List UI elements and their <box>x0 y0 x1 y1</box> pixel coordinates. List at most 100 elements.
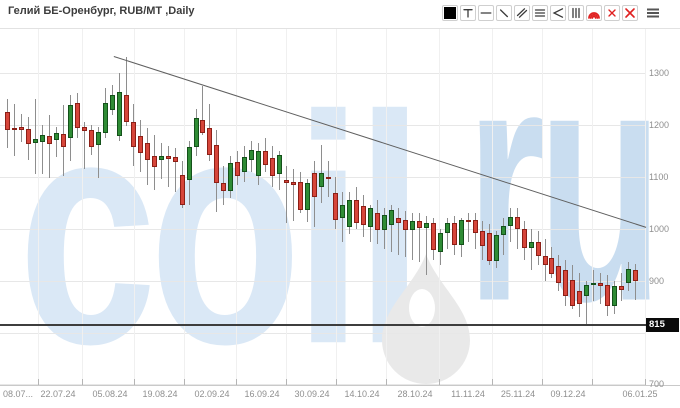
x-axis-tick <box>134 379 135 385</box>
tool-delete-drawing-button[interactable] <box>604 5 620 21</box>
x-axis-label: 28.10.24 <box>397 389 433 399</box>
tool-horizontal-line-tool-button[interactable] <box>478 5 494 21</box>
candle-body <box>298 181 304 210</box>
plot-area[interactable]: coil ru 815 130012001100100090070008.07.… <box>0 14 680 408</box>
candle-body <box>423 222 429 229</box>
x-axis-label: 08.07... <box>2 389 34 399</box>
candle-body <box>123 94 129 123</box>
candle-body <box>591 283 597 286</box>
x-axis-label: 05.08.24 <box>92 389 128 399</box>
watermark-text-right: ru <box>466 0 663 373</box>
tool-fib-arcs-tool-button[interactable] <box>586 5 602 21</box>
tool-color-swatch-button[interactable] <box>442 5 458 21</box>
candle-wick <box>97 126 99 178</box>
candle-body <box>416 221 422 229</box>
h-gridline <box>0 124 646 126</box>
candle-body <box>270 158 276 177</box>
tool-text-tool-button[interactable] <box>460 5 476 21</box>
fib-retracement-tool-icon <box>534 7 546 19</box>
tool-fib-retracement-tool-button[interactable] <box>532 5 548 21</box>
delete-all-drawings-icon <box>624 7 636 19</box>
h-gridline <box>0 73 646 74</box>
tool-pitchfork-tool-button[interactable] <box>550 5 566 21</box>
watermark-text-left: coil <box>18 67 425 393</box>
candle-body <box>221 183 227 192</box>
h-gridline <box>0 228 646 230</box>
x-axis-tick <box>286 379 287 385</box>
toolbar: Гелий БЕ-Оренбург, RUB/MT ,Daily <box>0 0 680 29</box>
candle-body <box>368 207 373 227</box>
candle-body <box>402 219 408 230</box>
candle-body <box>193 118 199 147</box>
candle-body <box>451 223 457 245</box>
candle-wick <box>446 218 448 250</box>
candle-body <box>249 149 255 161</box>
text-tool-icon <box>462 7 474 19</box>
candle-body <box>556 266 562 284</box>
x-axis-tick <box>386 379 387 385</box>
x-axis-label: 19.08.24 <box>142 389 178 399</box>
menu-button[interactable] <box>644 5 662 21</box>
candle-body <box>598 283 604 286</box>
candle-body <box>158 156 164 160</box>
x-axis-label: 11.11.24 <box>451 389 485 399</box>
candle-body <box>277 155 283 175</box>
tool-vertical-lines-tool-button[interactable] <box>568 5 584 21</box>
candle-wick <box>586 280 588 325</box>
parallel-channel-tool-icon <box>516 7 528 19</box>
candle-body <box>60 134 66 148</box>
candle-wick <box>41 124 43 175</box>
v-gridline <box>38 28 39 385</box>
candle-body <box>74 103 80 128</box>
candle-body <box>626 269 632 283</box>
candle-body <box>95 131 101 145</box>
candle-body <box>256 151 262 177</box>
candle-wick <box>467 213 469 242</box>
tool-trendline-tool-button[interactable] <box>496 5 512 21</box>
candle-body <box>347 199 352 227</box>
candle-body <box>165 156 171 159</box>
candle-body <box>5 111 10 131</box>
oil-drop-icon <box>382 254 470 384</box>
candle-body <box>32 139 38 143</box>
candle-wick <box>635 264 637 300</box>
candle-wick <box>167 145 169 188</box>
candle-body <box>465 219 471 222</box>
candle-body <box>228 163 234 192</box>
x-axis-tick <box>542 379 543 385</box>
price-line-815[interactable] <box>0 323 646 326</box>
v-gridline <box>592 28 593 385</box>
candle-body <box>521 228 527 249</box>
pitchfork-tool-icon <box>552 7 564 19</box>
candle-body <box>312 173 318 197</box>
y-axis-label: 1100 <box>649 171 669 182</box>
tool-parallel-channel-tool-button[interactable] <box>514 5 530 21</box>
candle-body <box>67 105 73 139</box>
x-axis-label: 16.09.24 <box>244 389 280 399</box>
candle-body <box>109 94 115 110</box>
candle-body <box>570 279 576 307</box>
candle-body <box>102 103 108 134</box>
candle-body <box>472 219 478 233</box>
candle-body <box>333 193 339 220</box>
candle-body <box>500 226 506 235</box>
x-axis-tick <box>645 379 646 385</box>
chart-title: Гелий БЕ-Оренбург, RUB/MT ,Daily <box>8 5 195 17</box>
x-axis-tick <box>492 379 493 385</box>
h-gridline <box>0 280 646 282</box>
v-gridline <box>184 28 185 385</box>
candle-wick <box>160 143 162 180</box>
candle-body <box>340 205 345 219</box>
candle-body <box>395 218 401 223</box>
tool-delete-all-drawings-button[interactable] <box>622 5 638 21</box>
candle-body <box>605 284 611 307</box>
v-gridline <box>386 28 387 385</box>
h-gridline <box>0 332 646 334</box>
candle-body <box>144 143 150 160</box>
candle-wick <box>34 99 36 175</box>
candle-body <box>53 133 59 140</box>
candle-body <box>319 173 325 187</box>
candle-body <box>612 286 618 306</box>
x-axis-tick <box>184 379 185 385</box>
